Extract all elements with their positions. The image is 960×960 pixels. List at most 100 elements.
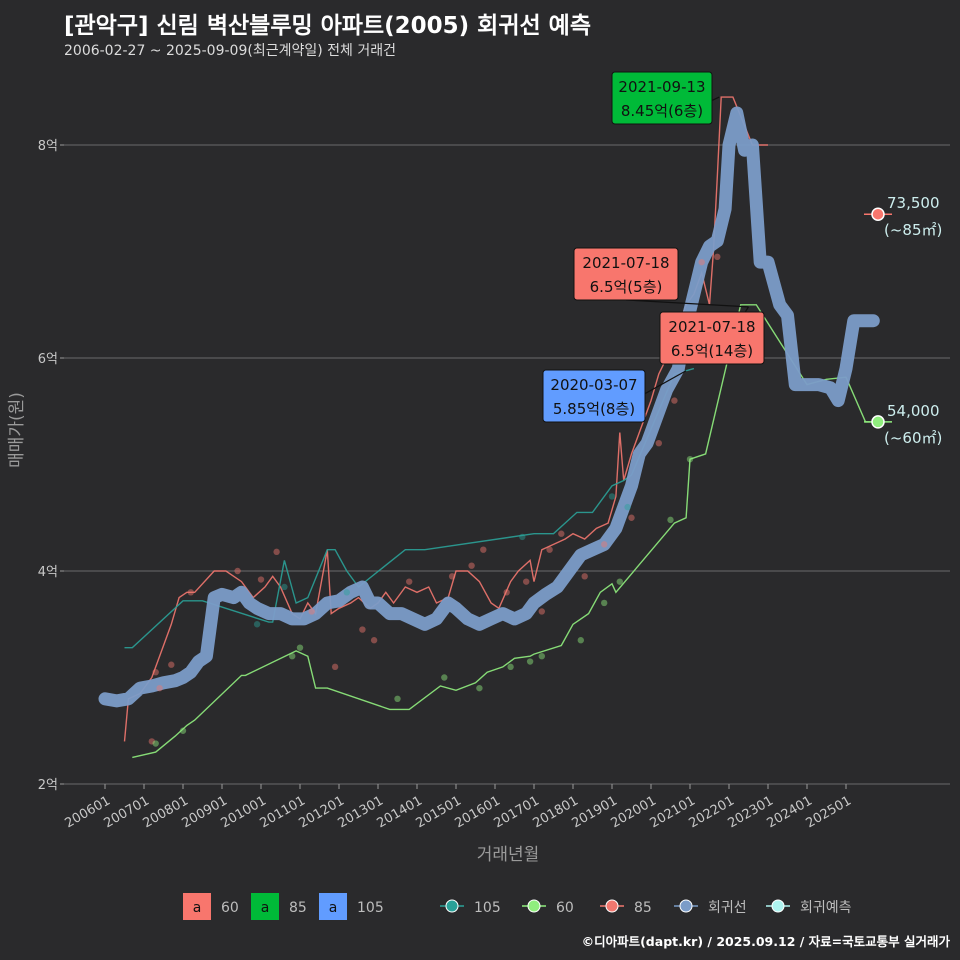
- legend-line-label: 85: [634, 900, 652, 916]
- scatter-point: [671, 397, 678, 404]
- scatter-point: [526, 658, 534, 665]
- scatter-point: [253, 621, 261, 628]
- scatter-point: [257, 576, 265, 583]
- legend-fill-key: [183, 893, 211, 920]
- legend-line-dot: [679, 899, 693, 913]
- annotations: 2021-09-138.45억(6층)2021-07-186.5억(5층)202…: [542, 71, 765, 423]
- prediction-markers: 73,500 (~85㎡) 54,000 (~60㎡): [864, 194, 942, 447]
- annotation-date: 2021-09-13: [618, 78, 705, 96]
- legend-line-label: 회귀선: [708, 900, 747, 916]
- scatter-point: [448, 573, 456, 580]
- scatter-point: [281, 583, 288, 591]
- annotation-box: [611, 71, 713, 125]
- scatter-point: [608, 493, 616, 500]
- annotation-label: 2021-07-18 6.5억(14층): [659, 306, 765, 365]
- scatter-point: [168, 661, 175, 668]
- scatter-point: [519, 533, 526, 541]
- scatter-point: [331, 663, 339, 671]
- legend-fill-key: [319, 893, 347, 920]
- scatter-point: [156, 684, 163, 692]
- scatter-point: [686, 455, 694, 463]
- scatter-point: [234, 567, 241, 575]
- scatter-point: [468, 562, 475, 569]
- prediction-point: [871, 207, 885, 221]
- scatter-point: [503, 589, 510, 596]
- x-tick-label: 202501: [804, 793, 854, 831]
- legend-line-label: 60: [556, 900, 574, 916]
- y-tick-label: 8억: [38, 139, 58, 154]
- scatter-point: [507, 663, 514, 671]
- annotation-price: 5.85억(8층): [553, 400, 635, 418]
- x-axis-ticks: 2006012007012008012009012010012011012012…: [63, 784, 854, 831]
- scatter-point: [667, 516, 674, 524]
- scatter-point: [480, 546, 487, 553]
- legend-fill-label: 60: [221, 900, 239, 916]
- scatter-point: [714, 253, 721, 261]
- y-tick-label: 2억: [38, 778, 58, 793]
- scatter-point: [655, 440, 662, 447]
- credit-text: ©디아파트(dapt.kr) / 2025.09.12 / 자료=국토교통부 실…: [581, 934, 950, 949]
- annotation-price: 6.5억(14층): [671, 342, 753, 360]
- legend-line-label: 회귀예측: [800, 900, 852, 916]
- y-axis-title: 매매가(원): [7, 392, 27, 468]
- y-axis-ticks: 2억 4억 6억 8억: [38, 139, 64, 793]
- legend-line-dot: [605, 899, 619, 913]
- series-line-105: [124, 367, 695, 649]
- annotation-date: 2020-03-07: [550, 376, 637, 394]
- regression-line: [98, 106, 880, 708]
- annotation-price: 6.5억(5층): [590, 278, 663, 296]
- annotation-date: 2021-07-18: [582, 254, 669, 272]
- scatter-point: [308, 608, 315, 615]
- legend-line-dot: [771, 899, 785, 913]
- series-line-60: [132, 304, 874, 759]
- annotation-date: 2021-07-18: [668, 318, 755, 336]
- scatter-point: [343, 589, 350, 596]
- annotation-label: 2020-03-07 5.85억(8층): [542, 369, 687, 423]
- scatter-point: [546, 546, 553, 553]
- scatter-point: [476, 684, 483, 692]
- series-line-85: [123, 96, 768, 742]
- scatter-point: [601, 541, 608, 548]
- scatter-point: [581, 573, 588, 580]
- annotation-box: [659, 311, 765, 365]
- scatter-points: [148, 253, 721, 747]
- scatter-point: [152, 668, 159, 676]
- prediction-area: (~85㎡): [884, 221, 942, 239]
- legend-line-dot: [445, 899, 459, 913]
- scatter-point: [558, 530, 565, 537]
- scatter-point: [624, 503, 631, 511]
- legend-line-dot: [527, 899, 541, 913]
- legend: a 60 a 85 a 105 105 60 85 회귀선 회귀예측: [183, 893, 852, 920]
- chart-subtitle: 2006-02-27 ~ 2025-09-09(최근계약일) 전체 거래건: [64, 43, 396, 59]
- y-tick-label: 4억: [38, 565, 58, 580]
- scatter-point: [187, 589, 194, 596]
- annotation-box: [542, 369, 646, 423]
- legend-fill-label: 105: [357, 900, 384, 916]
- scatter-point: [628, 514, 635, 521]
- scatter-point: [273, 548, 280, 556]
- legend-fill-letter: a: [329, 900, 338, 916]
- scatter-point: [538, 608, 545, 615]
- scatter-point: [616, 578, 623, 585]
- grid-lines: [64, 144, 950, 785]
- series-lines: [98, 96, 880, 759]
- x-axis-title: 거래년월: [477, 845, 540, 865]
- annotation-price: 8.45억(6층): [621, 102, 703, 120]
- scatter-point: [359, 626, 366, 633]
- annotation-label: 2021-09-13 8.45억(6층): [611, 71, 720, 125]
- scatter-point: [698, 258, 705, 266]
- scatter-point: [394, 695, 401, 702]
- annotation-label: 2021-07-18 6.5억(5층): [573, 247, 749, 308]
- scatter-point: [601, 599, 608, 607]
- prediction-area: (~60㎡): [884, 429, 942, 447]
- y-tick-label: 6억: [38, 352, 58, 367]
- scatter-point: [289, 653, 296, 660]
- scatter-point: [538, 653, 545, 660]
- chart-title: [관악구] 신림 벽산블루밍 아파트(2005) 회귀선 예측: [64, 13, 591, 39]
- scatter-point: [296, 644, 304, 651]
- prediction-point: [871, 415, 885, 429]
- legend-fill-letter: a: [261, 900, 270, 916]
- legend-fill-key: [251, 893, 279, 920]
- scatter-point: [148, 738, 155, 745]
